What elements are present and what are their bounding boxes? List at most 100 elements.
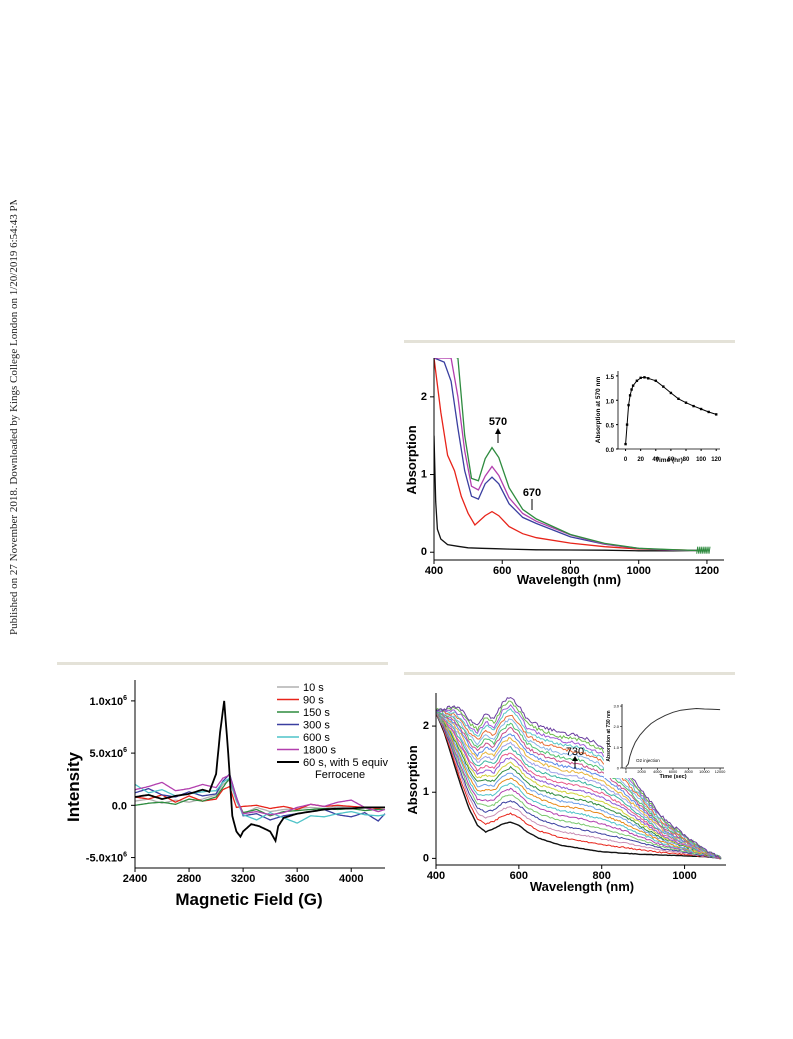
uv-b-series-line-13 — [436, 709, 722, 860]
uv-b-series-line-18 — [436, 709, 722, 860]
uv-b-inset-y-tick-label: 3.0 — [613, 704, 619, 709]
uv-a-inset-x-tick-label: 40 — [652, 457, 659, 463]
epr-y-tick-exponent: 6 — [123, 852, 127, 859]
uv-a-annotation-670: 670 — [523, 487, 541, 499]
uv-a-inset-point — [647, 377, 650, 380]
uv-a-y-axis-label: Absorption — [404, 425, 419, 494]
epr-y-tick-exponent: 6 — [123, 695, 127, 702]
epr-legend-label-5: 1800 s — [303, 745, 337, 757]
chart-uv-a: 400 600 800 1000 1200 0 1 2 Wavelength (nm) Abs… — [404, 350, 734, 605]
uv-b-inset-x-tick-label: 6000 — [669, 770, 677, 774]
uv-a-inset-point — [627, 403, 630, 407]
uv-a-inset-point — [669, 391, 673, 395]
uv-a-inset-point — [639, 376, 642, 380]
uv-a-inset-y-tick-label: 1.0 — [606, 399, 615, 405]
uv-a-inset-point — [707, 410, 710, 414]
epr-x-tick-label: 3200 — [231, 873, 255, 885]
uv-a-inset-point — [677, 397, 680, 400]
uv-a-series-line-0 — [434, 435, 707, 552]
uv-a-inset-x-tick-label: 120 — [711, 457, 722, 463]
epr-y-tick-label: 0.0 — [112, 800, 127, 812]
epr-series-line-6 — [134, 700, 385, 844]
uv-b-annotation-730: 730 — [566, 746, 584, 758]
uv-b-inset-x-tick-label: 4000 — [653, 770, 661, 774]
uv-a-inset-point — [692, 404, 695, 408]
uv-b-inset-y-tick-label: 1.0 — [613, 745, 619, 750]
uv-a-inset-point — [628, 394, 632, 397]
uv-a-noise-blip — [696, 546, 711, 554]
uv-b-x-axis-label: Wavelength (nm) — [530, 879, 634, 894]
uv-b-series-group — [436, 697, 722, 860]
side-note-text: Published on 27 November 2018. Downloade… — [8, 200, 20, 635]
uv-a-arrowhead-570 — [495, 428, 501, 434]
uv-b-y-tick-label: 0 — [423, 852, 429, 864]
uv-a-inset-x-tick-label: 0 — [624, 457, 628, 463]
uv-a-inset-x-label: Time (hr) — [655, 457, 683, 464]
divider-top-right — [404, 340, 735, 343]
uv-a-inset-point — [643, 376, 646, 379]
uv-b-series-line-12 — [436, 709, 722, 859]
epr-y-tick-label: 5.0x106 — [89, 747, 127, 760]
uv-a-inset-point — [684, 401, 688, 404]
uv-a-x-tick-label: 400 — [425, 565, 443, 577]
uv-a-inset-point — [635, 379, 639, 382]
uv-a-inset-y-tick-label: 1.5 — [606, 375, 615, 381]
uv-b-series-line-5 — [436, 712, 722, 859]
epr-y-axis-label: Intensity — [64, 752, 83, 822]
uv-a-inset-x-tick-label: 60 — [668, 457, 675, 463]
uv-b-inset-line — [625, 707, 721, 768]
epr-legend-label-6: 60 s, with 5 equiv Ferrocene — [303, 757, 388, 781]
epr-x-axis-label: Magnetic Field (G) — [175, 890, 322, 909]
uv-a-y-tick-label: 2 — [421, 391, 427, 403]
uv-a-inset-point — [630, 388, 633, 391]
uv-b-series-line-2 — [436, 712, 722, 859]
epr-x-tick-label: 4000 — [339, 873, 363, 885]
epr-series-line-5 — [134, 774, 386, 816]
uv-b-inset-x-tick-label: 0 — [625, 770, 627, 774]
epr-y-tick-label: -5.0x106 — [86, 852, 127, 865]
epr-x-tick-label: 2800 — [177, 873, 201, 885]
uv-a-series-group — [434, 358, 711, 554]
epr-series-line-1 — [134, 785, 386, 811]
uv-b-series-line-20 — [436, 709, 722, 860]
uv-a-inset-point — [662, 385, 665, 388]
uv-a-inset-y-tick-label: 0.5 — [606, 424, 615, 430]
uv-b-series-line-16 — [436, 709, 722, 859]
divider-bottom-left — [57, 662, 388, 665]
uv-b-y-tick-label: 2 — [423, 720, 429, 732]
uv-b-series-line-6 — [436, 712, 722, 859]
uv-b-y-tick-label: 1 — [423, 786, 429, 798]
uv-a-inset-point — [631, 384, 635, 387]
uv-b-series-line-1 — [436, 712, 722, 860]
uv-a-inset-point — [715, 413, 718, 416]
uv-b-inset: 0 2000 4000 6000 8000 10000 12000 0 1.0 2.0 3.0 Ti… — [604, 700, 726, 780]
uv-a-inset-point — [625, 423, 629, 426]
uv-a-inset-point — [699, 407, 703, 411]
uv-b-series-line-3 — [436, 712, 721, 859]
epr-y-tick-exponent: 6 — [123, 747, 127, 754]
uv-a-x-tick-label: 600 — [493, 565, 511, 577]
uv-b-arrowhead-730 — [572, 756, 578, 761]
uv-a-inset-point — [654, 379, 657, 382]
uv-b-inset-y-tick-label: 2.0 — [613, 724, 619, 729]
epr-y-tick-label: 1.0x106 — [89, 695, 127, 708]
uv-b-x-tick-label: 800 — [593, 870, 611, 882]
epr-legend-label-4: 600 s — [303, 732, 330, 744]
uv-a-x-tick-label: 1000 — [626, 565, 650, 577]
uv-b-inset-bg — [604, 700, 726, 778]
uv-a-inset-x-tick-label: 80 — [683, 457, 690, 463]
uv-a-y-tick-label: 1 — [421, 469, 427, 481]
epr-legend-label-2: 150 s — [303, 707, 330, 719]
uv-b-inset-x-label: Time (sec) — [659, 774, 686, 780]
uv-b-series-line-0 — [436, 712, 722, 860]
uv-b-inset-x-tick-label: 2000 — [637, 770, 645, 774]
uv-b-x-tick-label: 400 — [427, 870, 445, 882]
chart-epr: 2400 2800 3200 3600 4000 1.0x106 5.0x106 0.0 -5.… — [57, 672, 397, 927]
uv-b-series-line-4 — [436, 712, 722, 860]
uv-a-x-axis-label: Wavelength (nm) — [517, 572, 621, 587]
uv-a-y-tick-label: 0 — [421, 546, 427, 558]
uv-b-y-axis-label: Absorption — [405, 745, 420, 814]
uv-a-x-tick-label: 1200 — [695, 565, 719, 577]
uv-b-inset-annotation: O2 injection — [636, 758, 660, 763]
